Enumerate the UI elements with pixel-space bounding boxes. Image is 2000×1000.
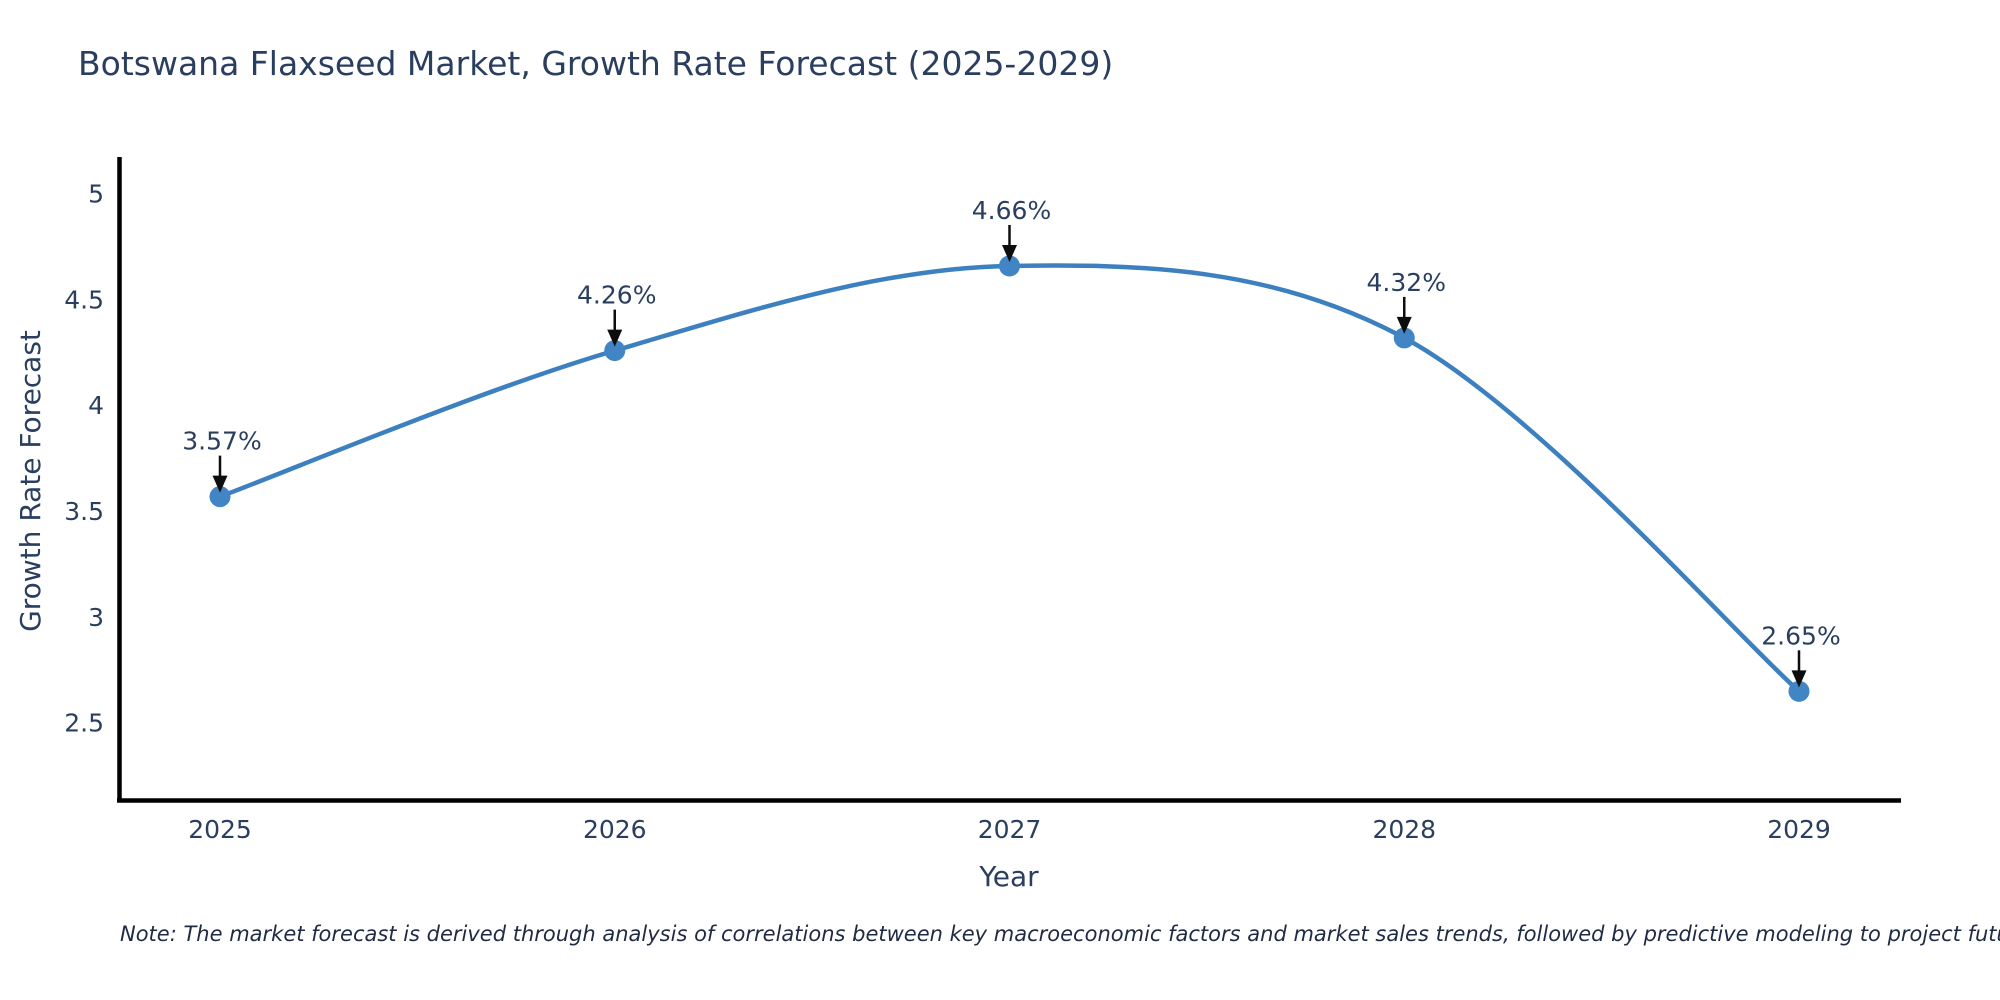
chart-title: Botswana Flaxseed Market, Growth Rate Fo… xyxy=(78,44,1113,83)
data-point-2029[interactable] xyxy=(1788,680,1810,702)
data-point-2025[interactable] xyxy=(209,486,231,508)
x-tick-label: 2027 xyxy=(978,815,1042,844)
y-axis-title: Growth Rate Forecast xyxy=(14,330,47,632)
footnote: Note: The market forecast is derived thr… xyxy=(120,922,2000,946)
x-tick-label: 2028 xyxy=(1372,815,1436,844)
y-tick-label: 4 xyxy=(88,391,104,420)
annotation-label: 4.32% xyxy=(1367,268,1446,297)
data-point-2027[interactable] xyxy=(999,255,1020,277)
annotation-label: 2.65% xyxy=(1761,621,1840,650)
annotation-2026: 4.26% xyxy=(577,281,656,347)
annotation-arrowhead-icon xyxy=(1396,316,1412,334)
point-annotations: 3.57% 4.26% 4.66% 4.32% 2.65% xyxy=(182,196,1841,688)
x-tick-label: 2025 xyxy=(188,815,252,844)
annotation-2027: 4.66% xyxy=(972,196,1051,262)
annotation-label: 3.57% xyxy=(182,427,261,456)
x-tick-label: 2026 xyxy=(583,815,647,844)
series-line xyxy=(217,263,1802,694)
annotation-2025: 3.57% xyxy=(182,427,262,493)
data-point-2028[interactable] xyxy=(1393,327,1415,349)
x-axis-title: Year xyxy=(978,860,1039,893)
data-point-2026[interactable] xyxy=(604,340,626,362)
y-tick-label: 5 xyxy=(88,180,104,209)
y-tick-label: 4.5 xyxy=(64,285,104,314)
annotation-arrowhead-icon xyxy=(212,475,228,493)
annotation-label: 4.26% xyxy=(577,281,656,310)
y-axis-ticks: 5 4.5 4 3.5 3 2.5 xyxy=(64,180,104,738)
series-markers xyxy=(209,255,1810,702)
x-tick-label: 2029 xyxy=(1767,815,1831,844)
annotation-arrowhead-icon xyxy=(1002,244,1017,262)
annotation-arrowhead-icon xyxy=(607,329,623,347)
y-tick-label: 3.5 xyxy=(64,497,104,526)
annotation-2029: 2.65% xyxy=(1761,621,1841,688)
y-tick-label: 3 xyxy=(88,603,104,632)
x-axis-ticks: 2025 2026 2027 2028 2029 xyxy=(188,815,1831,844)
annotation-arrowhead-icon xyxy=(1791,670,1807,688)
annotation-2028: 4.32% xyxy=(1367,268,1446,334)
annotation-label: 4.66% xyxy=(972,196,1051,225)
y-tick-label: 2.5 xyxy=(64,709,104,738)
